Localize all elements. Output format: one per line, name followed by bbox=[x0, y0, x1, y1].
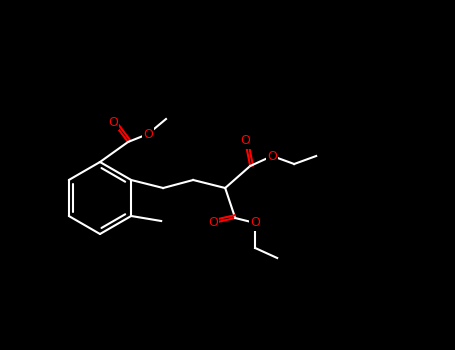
Text: O: O bbox=[240, 134, 250, 147]
Text: O: O bbox=[108, 116, 118, 128]
Text: O: O bbox=[143, 127, 153, 140]
Text: O: O bbox=[208, 217, 218, 230]
Text: O: O bbox=[250, 217, 260, 230]
Text: O: O bbox=[267, 149, 277, 162]
